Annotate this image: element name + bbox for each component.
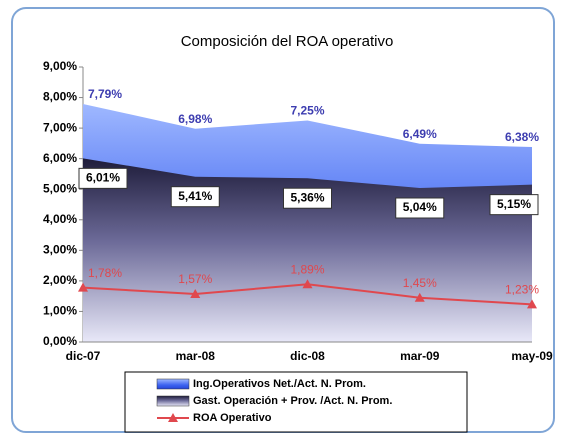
marker (302, 279, 313, 289)
legend-swatch (156, 378, 190, 390)
marker (190, 289, 201, 299)
y-tick-label: 9,00% (43, 59, 77, 73)
value-label: 6,38% (505, 130, 539, 144)
value-label: 1,57% (178, 272, 212, 286)
legend-label: Ing.Operativos Net./Act. N. Prom. (193, 378, 366, 390)
legend-swatch (156, 395, 190, 407)
marker (78, 282, 88, 292)
value-label: 6,49% (403, 127, 437, 141)
x-tick-label: may-09 (511, 349, 553, 363)
legend-label: ROA Operativo (193, 412, 272, 424)
value-label: 1,78% (88, 266, 122, 280)
value-label: 1,45% (403, 276, 437, 290)
x-tick-label: dic-07 (66, 349, 101, 363)
value-label: 5,04% (403, 200, 437, 214)
y-tick-label: 4,00% (43, 212, 77, 226)
y-tick-label: 5,00% (43, 181, 77, 195)
value-label: 5,41% (178, 189, 212, 203)
y-tick-label: 0,00% (43, 334, 77, 348)
value-label-box (170, 186, 220, 208)
value-label: 5,36% (290, 190, 324, 204)
value-label: 6,01% (86, 171, 120, 185)
value-label-box (395, 197, 445, 219)
value-label-box (489, 194, 539, 216)
x-tick-label: mar-08 (176, 349, 216, 363)
legend-swatch (168, 413, 178, 422)
y-tick-label: 1,00% (43, 304, 77, 318)
marker (527, 299, 537, 309)
marker (414, 292, 425, 302)
y-tick-label: 8,00% (43, 90, 77, 104)
x-tick-label: mar-09 (400, 349, 440, 363)
value-label: 7,79% (88, 87, 122, 101)
legend-label: Gast. Operación + Prov. /Act. N. Prom. (193, 395, 392, 407)
value-label: 7,25% (290, 104, 324, 118)
chart-title: Composición del ROA operativo (181, 33, 394, 50)
y-tick-label: 7,00% (43, 120, 77, 134)
value-label: 1,23% (505, 283, 539, 297)
value-label-box (78, 167, 128, 189)
y-tick-label: 3,00% (43, 243, 77, 257)
value-label: 1,89% (290, 262, 324, 276)
value-label: 6,98% (178, 112, 212, 126)
y-tick-label: 6,00% (43, 151, 77, 165)
value-label-box (283, 187, 332, 209)
x-tick-label: dic-08 (290, 349, 325, 363)
value-label: 5,15% (497, 197, 531, 211)
y-tick-label: 2,00% (43, 273, 77, 287)
